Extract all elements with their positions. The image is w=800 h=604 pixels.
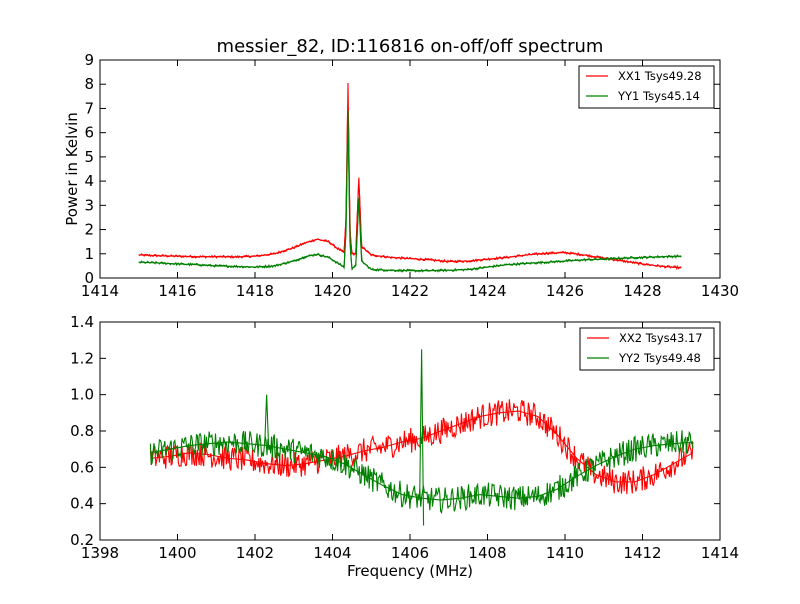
bottom-x-tick-label: 1402 [236,544,274,562]
bottom-panel-legend: XX2 Tsys43.17 YY2 Tsys49.48 [579,327,715,371]
bottom-panel-series [149,349,694,526]
bottom-series-spike-0 [264,394,270,446]
bottom-y-tick-label: 1.2 [70,349,94,367]
top-panel-ticks: 1414 1416 1418 1420 1422 1424 1426 1428 1430 0 1 2 3… [81,51,739,300]
bottom-y-tick-label: 1.4 [70,313,94,331]
top-panel-ylabel: Power in Kelvin [63,112,81,226]
top-x-tick-label: 1418 [236,282,274,300]
top-legend-label-0: XX1 Tsys49.28 [618,69,702,83]
top-panel-series [138,83,682,273]
top-y-tick-label: 4 [84,172,94,190]
bottom-series-spike-1 [419,349,425,526]
bottom-y-tick-label: 0.6 [70,458,94,476]
bottom-y-tick-label: 0.4 [70,495,94,513]
bottom-x-tick-label: 1414 [701,544,739,562]
top-x-tick-label: 1416 [158,282,196,300]
top-y-tick-label: 2 [84,221,94,239]
bottom-x-tick-label: 1406 [391,544,429,562]
top-series-trend-0 [138,83,682,269]
top-panel: messier_82, ID:116816 on-off/off spectru… [63,36,739,300]
top-panel-frame [99,59,721,279]
bottom-y-tick-label: 0.8 [70,422,94,440]
bottom-legend-box [579,327,715,371]
bottom-x-tick-label: 1404 [313,544,351,562]
top-y-tick-label: 5 [84,148,94,166]
bottom-x-tick-label: 1400 [158,544,196,562]
top-x-tick-label: 1426 [546,282,584,300]
bottom-legend-label-0: XX2 Tsys43.17 [619,331,703,345]
top-x-tick-label: 1428 [623,282,661,300]
bottom-legend-label-1: YY2 Tsys49.48 [618,351,701,365]
top-y-tick-label: 0 [84,269,94,287]
top-legend-label-1: YY1 Tsys45.14 [617,89,700,103]
top-x-tick-label: 1430 [701,282,739,300]
bottom-y-tick-label: 0.2 [70,531,94,549]
bottom-series-line-0 [149,399,694,495]
bottom-panel-xlabel: Frequency (MHz) [347,562,473,580]
top-panel-title: messier_82, ID:116816 on-off/off spectru… [217,36,604,57]
top-x-tick-label: 1420 [313,282,351,300]
top-y-tick-label: 7 [84,99,94,117]
top-panel-legend: XX1 Tsys49.28 YY1 Tsys45.14 [578,65,715,109]
bottom-series-trend-1 [150,441,693,501]
bottom-panel: Frequency (MHz) 1398 1400 1402 1404 1406 1408… [70,313,739,580]
bottom-x-tick-label: 1408 [468,544,506,562]
top-y-tick-label: 8 [84,75,94,93]
top-legend-box [578,65,715,109]
top-x-tick-label: 1422 [391,282,429,300]
top-series-trend-1 [138,110,682,272]
bottom-x-tick-label: 1410 [546,544,584,562]
bottom-y-tick-label: 1.0 [70,386,94,404]
top-x-tick-label: 1424 [468,282,506,300]
bottom-series-trend-0 [150,410,694,483]
bottom-x-tick-label: 1412 [623,544,661,562]
top-y-tick-label: 9 [84,51,94,69]
top-x-tick-label: 1414 [81,282,119,300]
bottom-series-line-1 [149,430,694,515]
top-y-tick-label: 1 [84,245,94,263]
top-y-tick-label: 3 [84,196,94,214]
bottom-panel-ticks: 1398 1400 1402 1404 1406 1408 1410 1412 1414 0.2 0… [70,313,739,562]
top-y-tick-label: 6 [84,124,94,142]
bottom-x-tick-label: 1398 [81,544,119,562]
bottom-panel-frame [99,321,721,541]
